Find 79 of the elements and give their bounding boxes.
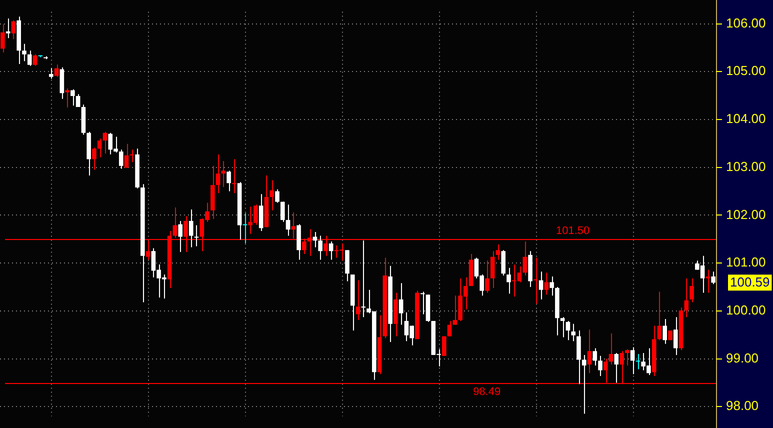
candlestick xyxy=(232,158,236,194)
candlestick xyxy=(286,204,290,236)
candlestick xyxy=(608,332,614,366)
candlestick xyxy=(571,323,576,342)
candlestick xyxy=(630,346,635,375)
candlestick xyxy=(625,348,630,366)
candlestick xyxy=(345,250,350,282)
y-tick-label: 105.00 xyxy=(726,63,766,78)
ref-line-label: 101.50 xyxy=(556,225,590,238)
y-tick-label: 99.00 xyxy=(726,350,759,366)
candlestick xyxy=(22,43,26,62)
y-tick-label: 103.00 xyxy=(726,158,766,174)
y-tick-label: 100.00 xyxy=(726,302,766,318)
candlestick xyxy=(216,154,220,194)
candlestick xyxy=(270,180,274,211)
candlestick xyxy=(690,278,694,303)
candlestick xyxy=(711,271,716,285)
candlestick xyxy=(566,320,570,341)
ref-line-label: 98.49 xyxy=(473,386,501,398)
candlestick xyxy=(361,240,366,318)
candlestick xyxy=(118,149,124,170)
candlestick xyxy=(275,188,280,204)
candlestick xyxy=(32,54,38,66)
candlestick xyxy=(226,170,231,192)
candlestick xyxy=(398,282,404,326)
candlestick xyxy=(506,267,511,294)
candlestick xyxy=(60,66,64,100)
candlestick xyxy=(54,64,59,78)
candlestick xyxy=(221,160,226,188)
candlestick xyxy=(560,316,565,338)
candlestick xyxy=(662,318,668,344)
candlestick xyxy=(592,348,598,366)
candlestick xyxy=(684,278,689,318)
candlestick xyxy=(178,220,182,253)
candlestick xyxy=(576,330,581,385)
candlestick xyxy=(544,272,549,296)
candlestick xyxy=(550,276,554,296)
candlestick xyxy=(442,336,446,356)
candlestick xyxy=(485,260,490,294)
candlestick xyxy=(6,18,10,39)
candlestick xyxy=(501,250,506,276)
candlestick xyxy=(636,353,640,370)
y-tick-label: 104.00 xyxy=(726,111,766,126)
candlestick xyxy=(706,269,710,294)
candlestick xyxy=(657,291,662,341)
candlestick xyxy=(48,68,54,80)
candlestick xyxy=(587,329,592,374)
candlestick xyxy=(490,250,495,288)
candlestick xyxy=(356,280,360,321)
candlestick xyxy=(242,212,248,244)
candlestick xyxy=(582,354,586,414)
candlestick xyxy=(534,257,538,304)
text: 100.59 xyxy=(730,274,770,290)
candlestick xyxy=(420,291,425,315)
candlestick xyxy=(97,138,102,158)
candlestick xyxy=(194,224,199,247)
candlestick xyxy=(673,316,678,356)
candlestick xyxy=(27,50,32,66)
y-tick-label: 101.00 xyxy=(726,254,766,270)
candlestick xyxy=(328,241,334,260)
candlestick xyxy=(318,235,322,260)
candlestick xyxy=(614,352,619,384)
candlestick xyxy=(538,271,544,300)
candlestick xyxy=(452,295,458,326)
candlestick xyxy=(280,201,285,222)
candlestick xyxy=(76,94,80,108)
candlestick xyxy=(11,20,16,40)
y-tick-label: 106.00 xyxy=(726,15,766,30)
candlestick xyxy=(598,355,602,376)
candlestick xyxy=(102,131,108,154)
candlestick xyxy=(188,208,194,248)
candlestick xyxy=(496,244,500,260)
candlestick xyxy=(92,147,96,170)
y-tick-label: 102.00 xyxy=(726,206,766,222)
candlestick xyxy=(70,88,75,106)
candlestick xyxy=(312,231,318,248)
y-tick-label: 98.00 xyxy=(726,398,759,414)
candlestick xyxy=(258,194,264,232)
candlestick xyxy=(0,24,5,53)
